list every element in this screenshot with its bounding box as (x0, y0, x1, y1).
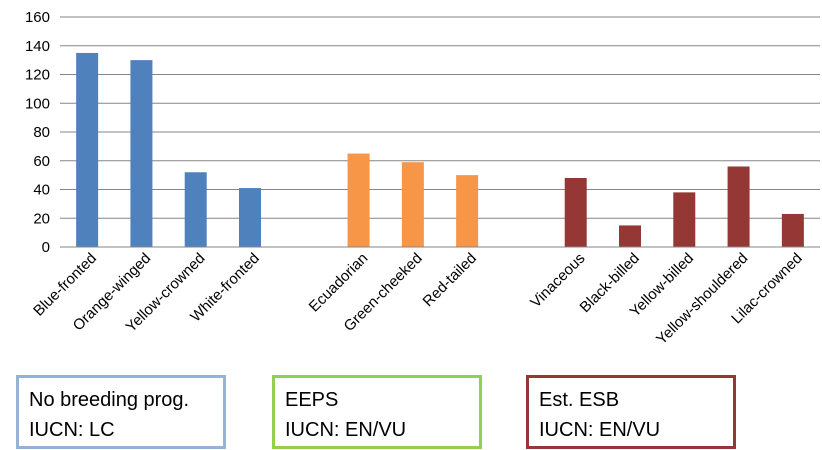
bar-lilac-crowned (781, 213, 804, 247)
bar-black-billed (619, 225, 641, 247)
legend-line-1: No breeding prog. (29, 389, 190, 411)
y-tick-label: 100 (25, 95, 50, 112)
y-tick-label: 120 (25, 67, 50, 84)
y-tick-label: 0 (42, 239, 50, 256)
y-tick-label: 20 (33, 210, 50, 227)
legend-box-eeps: EEPS IUCN: EN/VU (272, 375, 482, 449)
bar-chart: 0 20 40 60 80 100 120 140 160 Blue-frontedOrange… (25, 9, 820, 348)
bar-ecuadorian (347, 153, 370, 247)
bars (76, 52, 804, 247)
y-tick-label: 40 (33, 182, 50, 199)
legend-line-2: IUCN: EN/VU (539, 419, 661, 441)
gridlines (60, 16, 820, 219)
y-tick-label: 160 (25, 9, 50, 26)
bar-blue-fronted (76, 52, 99, 247)
y-tick-label: 60 (33, 153, 50, 170)
legend-line-2: IUCN: LC (29, 419, 115, 441)
bar-yellow-shouldered (727, 166, 750, 247)
bar-green-cheeked (401, 162, 424, 247)
category-labels: Blue-frontedOrange-wingedYellow-crownedW… (30, 250, 806, 348)
category-label: Yellow-shouldered (653, 250, 751, 348)
bar-vinaceous (564, 178, 587, 247)
legend-line-1: EEPS (285, 389, 339, 411)
bar-yellow-billed (673, 192, 696, 247)
y-tick-labels: 0 20 40 60 80 100 120 140 160 (25, 9, 50, 256)
y-tick-label: 80 (33, 124, 50, 141)
y-tick-label: 140 (25, 38, 50, 55)
legend-line-2: IUCN: EN/VU (285, 419, 407, 441)
bar-orange-winged (130, 60, 153, 247)
bar-red-tailed (456, 175, 479, 247)
legend-box-no-breeding: No breeding prog. IUCN: LC (16, 375, 226, 449)
category-label: Red-tailed (420, 250, 480, 310)
bar-yellow-crowned (184, 172, 207, 247)
bar-white-fronted (239, 188, 261, 247)
legend-line-1: Est. ESB (539, 389, 620, 411)
legend-box-est-esb: Est. ESB IUCN: EN/VU (526, 375, 736, 449)
